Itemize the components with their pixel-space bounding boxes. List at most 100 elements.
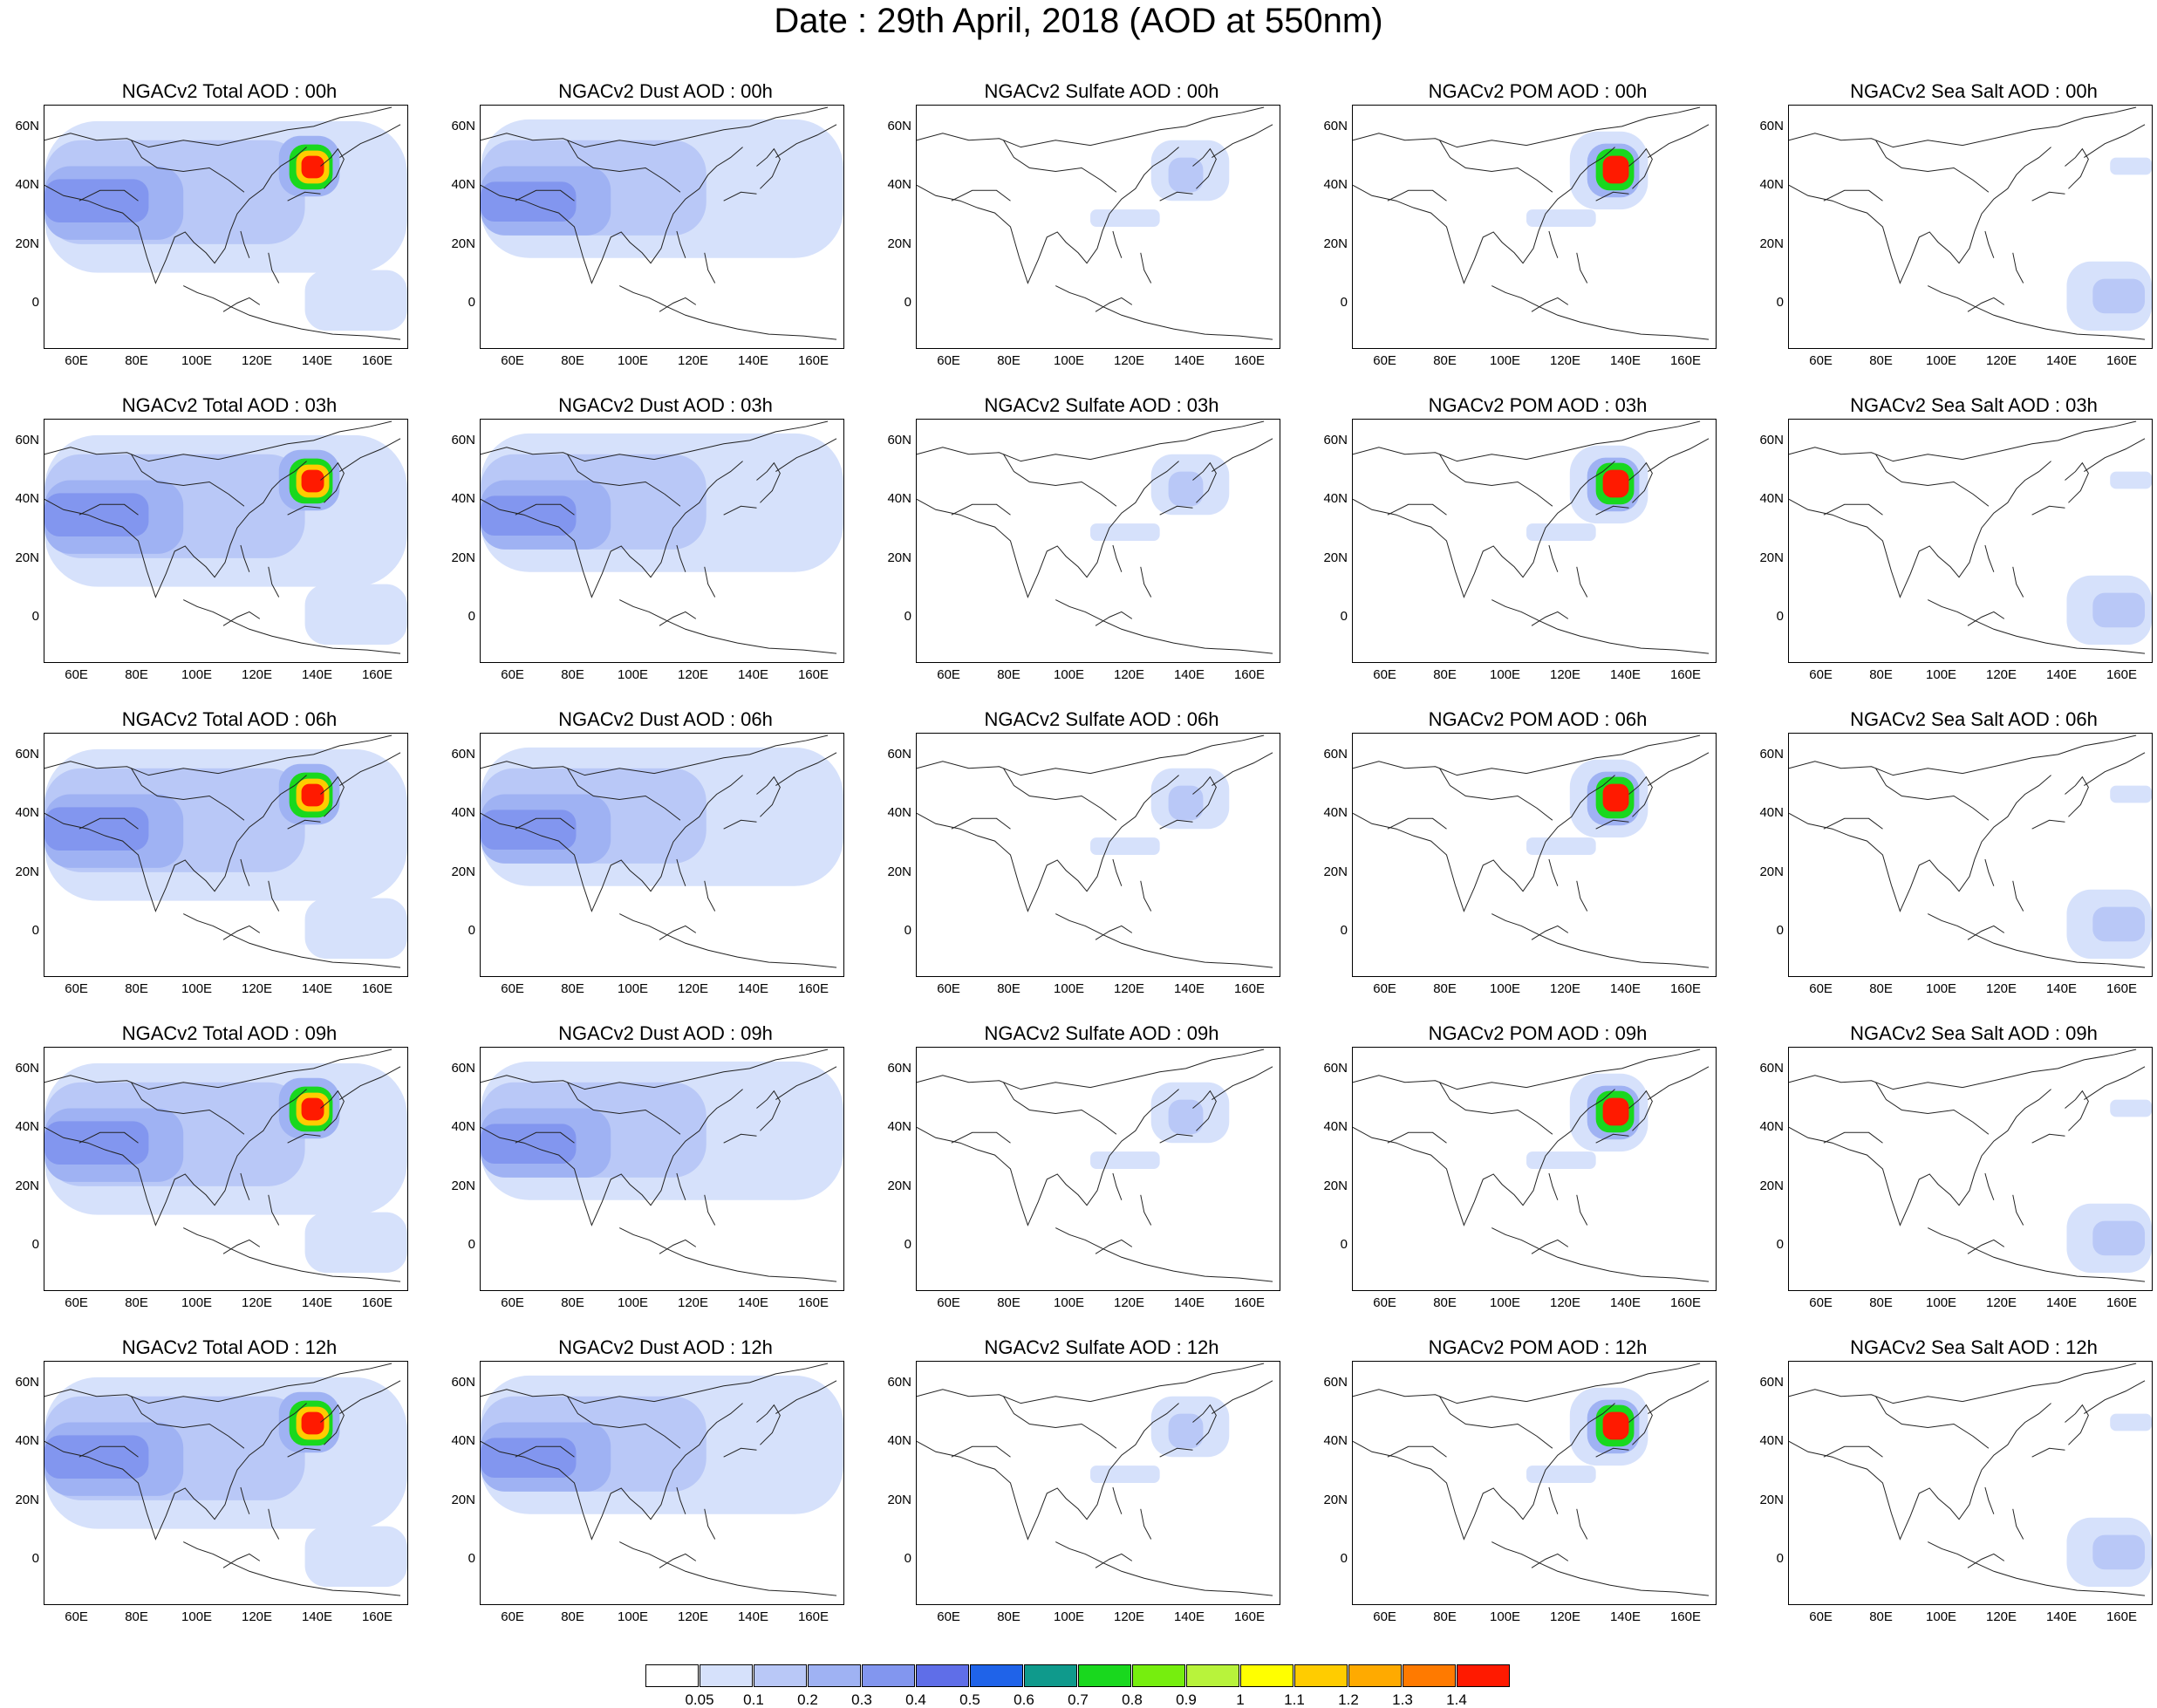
map-panel: NGACv2 Sea Salt AOD : 03h 60N 40N 20N 0 60E 80…: [1744, 394, 2157, 700]
coastline: [268, 1194, 280, 1226]
coastline: [756, 147, 781, 189]
coastline: [1491, 599, 1710, 654]
latitude-tick-label: 0: [1776, 294, 1784, 310]
aerosol-field: [44, 1435, 149, 1479]
latitude-tick-label: 40N: [1323, 491, 1348, 507]
map-plot-area: [44, 1361, 408, 1605]
longitude-tick-label: 160E: [1669, 1609, 1701, 1624]
longitude-tick-label: 80E: [561, 1609, 584, 1624]
coastline: [1353, 420, 1701, 462]
latitude-tick-label: 60N: [1323, 747, 1348, 762]
coastline: [951, 189, 1011, 202]
coastline: [320, 147, 345, 189]
latitude-tick-label: 0: [1776, 1550, 1784, 1566]
panel-title: NGACv2 Dust AOD : 03h: [558, 394, 773, 416]
coastline: [775, 1066, 837, 1100]
longitude-tick-label: 80E: [997, 1609, 1020, 1624]
coastline: [1192, 775, 1217, 817]
latitude-tick-label: 40N: [1759, 177, 1784, 193]
panel-title: NGACv2 Sulfate AOD : 06h: [984, 708, 1219, 730]
map-panel: NGACv2 Total AOD : 09h 60N 40N 20N 0 60E 80E 10…: [0, 1022, 436, 1328]
longitude-tick-label: 80E: [561, 1295, 584, 1310]
coastline: [1387, 189, 1447, 202]
colorbar-swatch: [645, 1664, 699, 1687]
longitude-tick-label: 60E: [65, 1295, 88, 1310]
latitude-tick-label: 60N: [15, 119, 39, 134]
coastline: [1003, 454, 1117, 507]
longitude-tick-label: 160E: [797, 1295, 829, 1310]
longitude-tick-label: 160E: [2106, 1295, 2137, 1310]
coastline: [481, 1363, 829, 1404]
longitude-tick-label: 120E: [241, 1609, 273, 1624]
map-plot-area: [480, 733, 844, 977]
coastline: [1789, 1363, 2137, 1404]
coastline: [339, 1380, 401, 1414]
longitude-tick-label: 60E: [501, 353, 524, 368]
longitude-tick-label: 160E: [1233, 1609, 1265, 1624]
longitude-tick-label: 160E: [797, 981, 829, 996]
map-plot-area: [916, 419, 1280, 663]
longitude-tick-label: 120E: [241, 353, 273, 368]
longitude-tick-label: 60E: [1373, 1295, 1396, 1310]
longitude-tick-label: 60E: [937, 353, 960, 368]
aerosol-field: [1090, 1465, 1160, 1483]
coastline: [1789, 1403, 2051, 1541]
coastline: [1353, 734, 1701, 776]
coastline: [1531, 611, 1569, 626]
coastline: [44, 1363, 392, 1404]
coastline: [1095, 925, 1133, 940]
coastline: [1159, 819, 1193, 830]
panel-title: NGACv2 Total AOD : 09h: [121, 1022, 338, 1044]
map-panel: NGACv2 Dust AOD : 00h 60N 40N 20N 0 60E 80E 100…: [436, 80, 872, 386]
coastline: [1112, 1172, 1123, 1200]
map-plot-area: [916, 733, 1280, 977]
coastline: [78, 1445, 139, 1458]
latitude-tick-label: 60N: [15, 433, 39, 448]
coastline: [619, 285, 837, 340]
colorbar-label: 0.4: [905, 1691, 926, 1708]
longitude-tick-label: 80E: [1433, 1609, 1457, 1624]
longitude-tick-label: 80E: [997, 353, 1020, 368]
coastline: [659, 925, 697, 940]
longitude-tick-label: 100E: [1926, 667, 1957, 682]
coastline: [917, 775, 1179, 912]
latitude-tick-label: 60N: [451, 1375, 475, 1390]
coastline: [1095, 611, 1133, 626]
longitude-tick-label: 100E: [1054, 1609, 1085, 1624]
coastline: [1967, 611, 2005, 626]
longitude-tick-label: 80E: [125, 1609, 148, 1624]
longitude-tick-label: 60E: [1373, 1609, 1396, 1624]
coastline: [1003, 1082, 1117, 1135]
panel-title: NGACv2 Dust AOD : 00h: [558, 80, 773, 102]
latitude-tick-label: 40N: [887, 491, 911, 507]
coastline: [1628, 461, 1653, 503]
coastline: [1387, 1445, 1447, 1458]
map-panel: NGACv2 Sea Salt AOD : 06h 60N 40N 20N 0 60E 80…: [1744, 708, 2157, 1014]
latitude-tick-label: 40N: [887, 1119, 911, 1135]
latitude-tick-label: 40N: [887, 805, 911, 821]
coastline: [1648, 124, 1710, 158]
panel-title: NGACv2 Sea Salt AOD : 12h: [1850, 1336, 2098, 1358]
coastline: [1095, 1553, 1133, 1568]
coastline: [704, 1508, 716, 1540]
coastline: [567, 768, 681, 821]
map-plot-area: [44, 105, 408, 349]
aerosol-field: [304, 898, 407, 960]
coastline: [1353, 1049, 1701, 1090]
longitude-tick-label: 160E: [1233, 667, 1265, 682]
coastline: [1789, 461, 2051, 598]
longitude-tick-label: 120E: [1549, 667, 1581, 682]
longitude-tick-label: 140E: [301, 1609, 333, 1624]
coastline: [481, 1049, 829, 1090]
coastline: [1928, 285, 2146, 340]
coastline: [1192, 461, 1217, 503]
longitude-tick-label: 120E: [241, 667, 273, 682]
longitude-tick-label: 160E: [1233, 981, 1265, 996]
latitude-tick-label: 60N: [1323, 1375, 1348, 1390]
map-panel: NGACv2 Sea Salt AOD : 12h 60N 40N 20N 0 60E 80…: [1744, 1336, 2157, 1642]
coastline: [1439, 1396, 1553, 1449]
longitude-tick-label: 100E: [1054, 1295, 1085, 1310]
coastline: [2065, 1090, 2089, 1131]
coastline: [1112, 858, 1123, 886]
coastline: [222, 611, 261, 626]
